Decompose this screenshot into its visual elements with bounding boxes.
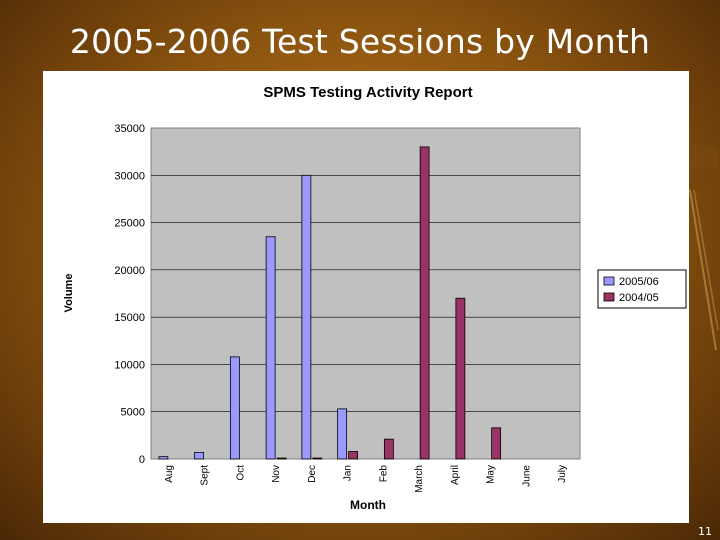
y-tick-label: 30000 <box>114 170 145 182</box>
slide-number: 11 <box>698 525 712 538</box>
x-tick-label: Nov <box>271 465 282 483</box>
x-axis-ticks: Aug Sept Oct Nov Dec Jan Feb March April May June J… <box>164 465 568 493</box>
x-tick-label: Aug <box>164 465 175 483</box>
bar-2005-06-jan <box>337 408 348 460</box>
background-decoration <box>682 144 719 351</box>
x-tick-label: Jan <box>343 465 354 481</box>
x-tick-label: July <box>557 465 568 483</box>
legend: 2005/06 2004/05 <box>597 269 687 309</box>
x-tick-label: Dec <box>307 465 318 483</box>
bars <box>158 146 502 460</box>
y-axis-label: Volume <box>63 274 75 313</box>
bar-2004-05-feb <box>383 438 394 460</box>
legend-swatch-2005-06 <box>603 276 615 286</box>
bar-2004-05-april <box>455 297 466 460</box>
y-tick-label: 35000 <box>114 123 145 135</box>
bar-2005-06-sept <box>194 451 205 460</box>
bar-2005-06-aug <box>158 456 169 460</box>
y-tick-label: 0 <box>139 454 145 466</box>
y-tick-label: 20000 <box>114 265 145 277</box>
x-tick-label: April <box>450 465 461 485</box>
gridlines <box>151 174 580 413</box>
bar-2004-05-nov <box>276 457 287 460</box>
bar-2004-05-may <box>491 427 502 460</box>
bar-2004-05-dec <box>312 457 323 460</box>
chart-container: SPMS Testing Activity Report 0 5000 10000 1… <box>43 71 689 523</box>
y-tick-label: 25000 <box>114 218 145 230</box>
x-axis-label: Month <box>350 498 386 512</box>
y-tick-label: 5000 <box>121 407 145 419</box>
x-tick-label: Oct <box>235 465 246 481</box>
y-axis-ticks: 0 5000 10000 15000 20000 25000 30000 35000 <box>114 123 145 466</box>
x-tick-label: Sept <box>200 465 211 486</box>
chart-title: SPMS Testing Activity Report <box>263 84 472 101</box>
y-tick-label: 15000 <box>114 312 145 324</box>
bar-chart: SPMS Testing Activity Report 0 5000 10000 1… <box>63 84 687 512</box>
legend-box <box>597 269 687 309</box>
bar-2004-05-jan <box>348 451 359 460</box>
bar-2005-06-dec <box>301 174 312 460</box>
bar-2005-06-oct <box>229 356 240 460</box>
legend-label-2004-05: 2004/05 <box>619 292 659 304</box>
legend-label-2005-06: 2005/06 <box>619 276 659 288</box>
plot-area <box>150 127 581 460</box>
x-tick-label: June <box>521 465 532 487</box>
bar-2004-05-march <box>419 146 430 460</box>
slide-title: 2005-2006 Test Sessions by Month <box>69 22 651 61</box>
x-tick-label: March <box>414 465 425 493</box>
y-tick-label: 10000 <box>114 359 145 371</box>
x-tick-label: Feb <box>378 465 389 483</box>
x-tick-label: May <box>486 465 497 484</box>
bar-2005-06-nov <box>265 236 276 460</box>
legend-swatch-2004-05 <box>603 292 615 302</box>
